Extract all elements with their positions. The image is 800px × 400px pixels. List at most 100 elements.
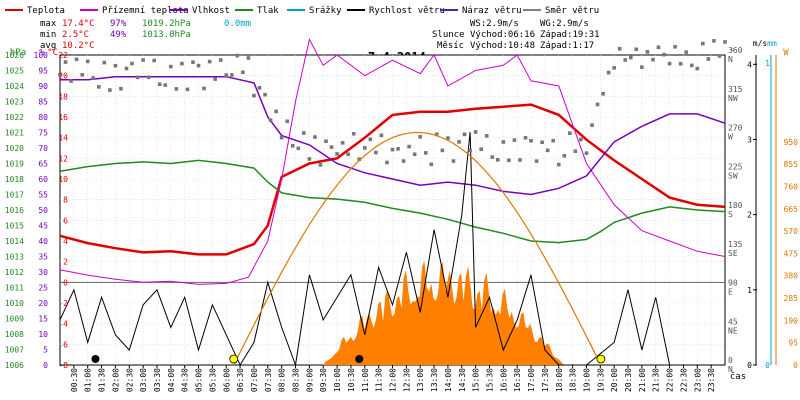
wind-direction-dot (307, 157, 312, 161)
sunrise-marker (229, 354, 239, 364)
wind-direction-dot (379, 133, 384, 138)
tick-hpa: 1014 (5, 237, 24, 246)
tick-pct: 75 (38, 129, 48, 138)
tick-hpa: 1025 (5, 67, 24, 76)
wind-direction-dot (185, 87, 190, 92)
tick-dir-lab: SE (728, 249, 738, 258)
tick-time: 22:00 (666, 368, 675, 392)
wind-direction-dot (252, 93, 256, 98)
tick-time: 14:00 (444, 368, 453, 392)
tick-w: 285 (784, 294, 799, 303)
tick-w: 665 (784, 205, 799, 214)
wind-direction-dot (684, 50, 689, 54)
wind-direction-dot (551, 138, 556, 143)
series-tlak (59, 159, 726, 244)
tick-time: 11:30 (375, 368, 384, 392)
tick-time: 23:30 (707, 368, 716, 392)
wind-direction-dot (651, 57, 655, 62)
moon-label: Měsíc (437, 41, 464, 51)
wind-direction-dot (268, 118, 273, 123)
tick-time: 23:00 (693, 368, 702, 392)
legend-item: Teplota (27, 6, 65, 16)
stats-max-rain: 0.0mm (224, 19, 251, 29)
tick-temp: 10 (58, 175, 68, 184)
wind-direction-dot (407, 144, 411, 149)
tick-time: 12:30 (402, 368, 411, 392)
tick-time: 17:30 (541, 368, 550, 392)
stats-max-label: max (40, 19, 57, 29)
wind-direction-dot (257, 86, 262, 90)
stats-min-hum: 49% (110, 30, 127, 40)
tick-pct: 55 (38, 191, 48, 200)
wind-direction-dot (484, 134, 489, 138)
tick-time: 08:00 (278, 368, 287, 392)
moonset-marker (91, 355, 100, 363)
tick-temp: 20 (58, 72, 68, 81)
wind-direction-dot (435, 132, 439, 137)
tick-time: 01:00 (84, 368, 93, 392)
tick-time: 16:00 (499, 368, 508, 392)
tick-time: 18:00 (555, 368, 564, 392)
wind-direction-dot (146, 75, 151, 80)
wind-direction-dot (562, 153, 567, 158)
moon-rise: Východ:10:48 (470, 41, 535, 51)
wind-direction-dot (58, 73, 62, 77)
tick-time: 22:30 (679, 368, 688, 392)
tick-dir-deg: 45 (728, 317, 738, 326)
wind-direction-dot (662, 52, 666, 57)
tick-hpa: 1011 (5, 284, 24, 293)
tick-time: 20:00 (610, 368, 619, 392)
tick-dir-deg: 360 (728, 46, 743, 55)
wind-direction-dot (119, 86, 123, 91)
wind-direction-dot (601, 91, 605, 96)
tick-time: 06:00 (222, 368, 231, 392)
wind-direction-dot (279, 135, 284, 140)
legend-item: Rychlost větru (369, 6, 445, 16)
tick-hpa: 1010 (5, 299, 24, 308)
tick-hpa: 1024 (5, 82, 24, 91)
axis-unit-mm: mm (767, 39, 777, 48)
wind-direction-dot (285, 119, 290, 124)
tick-pct: 95 (38, 67, 48, 76)
tick-time: 10:00 (333, 368, 342, 392)
wind-direction-dot (180, 61, 184, 66)
wind-direction-dot (263, 92, 267, 97)
tick-time: 03:30 (153, 368, 162, 392)
stats-avg-label: avg (40, 41, 56, 51)
tick-hpa: 1009 (5, 315, 24, 324)
wind-direction-dot (96, 85, 101, 89)
tick-w: 950 (784, 138, 799, 147)
tick-pct: 35 (38, 253, 48, 262)
wind-wg: WG:2.9m/s (540, 19, 589, 29)
tick-pct: 70 (38, 144, 48, 153)
tick-dir-deg: 135 (728, 240, 743, 249)
stats-max-press: 1019.2hPa (142, 19, 191, 29)
tick-time: 06:30 (236, 368, 245, 392)
wind-direction-dot (80, 73, 84, 77)
tick-dir-lab: N (728, 55, 733, 64)
wind-direction-dot (706, 57, 711, 61)
wind-direction-dot (368, 137, 373, 142)
wind-direction-dot (418, 134, 423, 139)
tick-w: 475 (784, 249, 799, 258)
wind-direction-dot (335, 152, 339, 156)
tick-temp: 18 (58, 92, 68, 101)
tick-time: 04:30 (181, 368, 190, 392)
wind-direction-dot (401, 159, 406, 163)
wind-direction-dot (196, 63, 201, 68)
tick-mm: 0 (765, 361, 770, 370)
wind-direction-dot (246, 56, 251, 60)
legend-item: Srážky (309, 6, 342, 16)
tick-ms: 0 (747, 361, 752, 370)
wind-direction-dot (712, 39, 716, 43)
wind-direction-dot (296, 146, 301, 151)
tick-time: 11:00 (361, 368, 370, 392)
tick-hpa: 1017 (5, 191, 24, 200)
tick-ms: 3 (747, 135, 752, 144)
sunset-marker (596, 354, 606, 364)
tick-pct: 5 (43, 346, 48, 355)
series-lines (59, 38, 726, 367)
wind-direction-dot (689, 63, 694, 68)
tick-pct: 90 (38, 82, 48, 91)
wind-direction-dot (202, 86, 206, 91)
